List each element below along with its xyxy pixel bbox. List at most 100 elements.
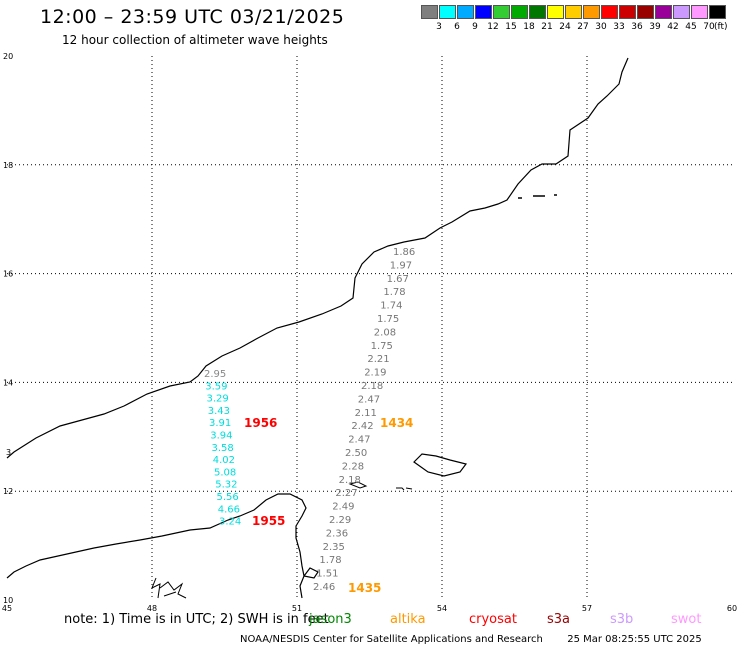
legend-swatch bbox=[439, 5, 456, 19]
legend-swatch bbox=[655, 5, 672, 19]
wave-height-label: 3.91 bbox=[209, 418, 231, 429]
latitude-tick-label: 12 bbox=[3, 487, 13, 496]
legend-tick: 27 bbox=[577, 22, 589, 32]
wave-height-label: 1.78 bbox=[383, 287, 405, 298]
wave-height-label: 1.75 bbox=[377, 314, 399, 325]
legend-swatch bbox=[637, 5, 654, 19]
wave-height-label: 2.28 bbox=[342, 461, 364, 472]
satellite-jason3-label: jason3 bbox=[309, 612, 352, 627]
legend-tick: 15 bbox=[505, 22, 517, 32]
wave-height-label: 2.50 bbox=[345, 448, 367, 459]
small-island bbox=[348, 481, 368, 489]
legend-swatch bbox=[457, 5, 474, 19]
longitude-tick-label: 45 bbox=[2, 604, 12, 612]
map-title: 12:00 – 23:59 UTC 03/21/2025 bbox=[40, 6, 345, 28]
wave-height-label: 2.46 bbox=[313, 582, 335, 593]
legend-swatch bbox=[421, 5, 438, 19]
wave-height-label: 4.66 bbox=[218, 504, 240, 515]
longitude-tick-label: 54 bbox=[437, 604, 447, 612]
satellite-cryosat-label: cryosat bbox=[469, 612, 517, 627]
wave-height-label: 3.43 bbox=[208, 406, 230, 417]
satellite-swot-label: swot bbox=[671, 612, 702, 627]
southern-coastline bbox=[6, 493, 319, 599]
island-outline bbox=[413, 453, 468, 477]
wave-height-label: 3.24 bbox=[219, 517, 241, 528]
legend-swatch bbox=[475, 5, 492, 19]
pass-start-time: 1956 bbox=[244, 416, 277, 430]
wave-height-label: 1.97 bbox=[390, 260, 412, 271]
legend-swatch bbox=[547, 5, 564, 19]
legend-tick: 6 bbox=[454, 22, 460, 32]
credit-timestamp: 25 Mar 08:25:55 UTC 2025 bbox=[567, 634, 702, 645]
legend-swatch bbox=[601, 5, 618, 19]
wave-height-label: 3.59 bbox=[205, 381, 227, 392]
altimeter-map: 45 48 51 54 57 60 10 12 14 16 18 20 3 2.953.59 3.293.4… bbox=[2, 52, 737, 612]
legend-swatch bbox=[493, 5, 510, 19]
footer-note: note: 1) Time is in UTC; 2) SWH is in fe… bbox=[64, 612, 329, 627]
legend-swatch bbox=[565, 5, 582, 19]
legend-tick: 33 bbox=[613, 22, 625, 32]
wave-height-label: 3.58 bbox=[212, 443, 234, 454]
wave-height-label: 2.95 bbox=[204, 369, 226, 380]
legend-tick: 45 bbox=[685, 22, 697, 32]
islet-group bbox=[396, 487, 413, 491]
wave-height-label: 2.47 bbox=[348, 435, 370, 446]
legend-swatch bbox=[709, 5, 726, 19]
legend-tick: 24 bbox=[559, 22, 571, 32]
latitude-tick-label: 10 bbox=[3, 596, 13, 605]
legend-swatch bbox=[583, 5, 600, 19]
legend-tick: 9 bbox=[472, 22, 478, 32]
pass-end-time: 1955 bbox=[252, 514, 285, 528]
wave-height-label: 1.78 bbox=[319, 555, 341, 566]
legend-tick: 42 bbox=[667, 22, 679, 32]
legend-swatch bbox=[691, 5, 708, 19]
longitude-tick-label: 57 bbox=[582, 604, 592, 612]
wave-height-label: 1.75 bbox=[371, 341, 393, 352]
wave-height-label: 2.21 bbox=[367, 354, 389, 365]
wave-height-label: 4.02 bbox=[213, 455, 235, 466]
wave-height-label: 1.51 bbox=[316, 569, 338, 580]
pass-end-time: 1435 bbox=[348, 581, 381, 595]
wave-height-label: 2.35 bbox=[323, 542, 345, 553]
legend-swatch bbox=[511, 5, 528, 19]
wave-height-label: 5.32 bbox=[215, 480, 237, 491]
satellite-altika-label: altika bbox=[390, 612, 426, 627]
map-subtitle: 12 hour collection of altimeter wave hei… bbox=[62, 33, 328, 47]
wave-height-label: 1.74 bbox=[380, 301, 402, 312]
legend-swatch bbox=[619, 5, 636, 19]
latitude-tick-label: 20 bbox=[3, 52, 13, 61]
legend-tick: 36 bbox=[631, 22, 643, 32]
legend-tick: 39 bbox=[649, 22, 661, 32]
legend-tick: 3 bbox=[436, 22, 442, 32]
latitude-tick-label: 14 bbox=[3, 378, 13, 387]
longitude-tick-label: 60 bbox=[727, 604, 737, 612]
wave-height-label: 2.47 bbox=[358, 394, 380, 405]
latitude-tick-label: 16 bbox=[3, 270, 13, 279]
latitude-tick-label: 18 bbox=[3, 161, 13, 170]
wave-height-label: 2.29 bbox=[329, 515, 351, 526]
wave-height-label: 2.36 bbox=[326, 528, 348, 539]
wave-height-label: 5.08 bbox=[214, 467, 236, 478]
legend-tick: 70 bbox=[703, 22, 715, 32]
left-edge-marker: 3 bbox=[6, 448, 11, 457]
legend-tick: 30 bbox=[595, 22, 607, 32]
wave-height-label: 2.42 bbox=[351, 421, 373, 432]
northern-coastline bbox=[6, 57, 629, 459]
wave-height-label: 2.11 bbox=[355, 408, 377, 419]
wave-height-label: 2.49 bbox=[332, 502, 354, 513]
pass-start-time: 1434 bbox=[380, 416, 413, 430]
satellite-s3b-label: s3b bbox=[610, 612, 634, 627]
wave-height-label: 2.18 bbox=[339, 475, 361, 486]
legend-tick: 21 bbox=[541, 22, 553, 32]
wave-height-label: 1.86 bbox=[393, 247, 415, 258]
islet-group bbox=[518, 194, 557, 199]
reef-cluster bbox=[151, 577, 187, 599]
wave-height-label: 2.19 bbox=[364, 368, 386, 379]
wave-height-label: 1.67 bbox=[387, 274, 409, 285]
wave-height-label: 2.27 bbox=[335, 488, 357, 499]
legend-swatch bbox=[673, 5, 690, 19]
credit-line: NOAA/NESDIS Center for Satellite Applica… bbox=[240, 634, 702, 645]
credit-text: NOAA/NESDIS Center for Satellite Applica… bbox=[240, 634, 543, 645]
wave-height-label: 2.18 bbox=[361, 381, 383, 392]
legend-swatch bbox=[529, 5, 546, 19]
